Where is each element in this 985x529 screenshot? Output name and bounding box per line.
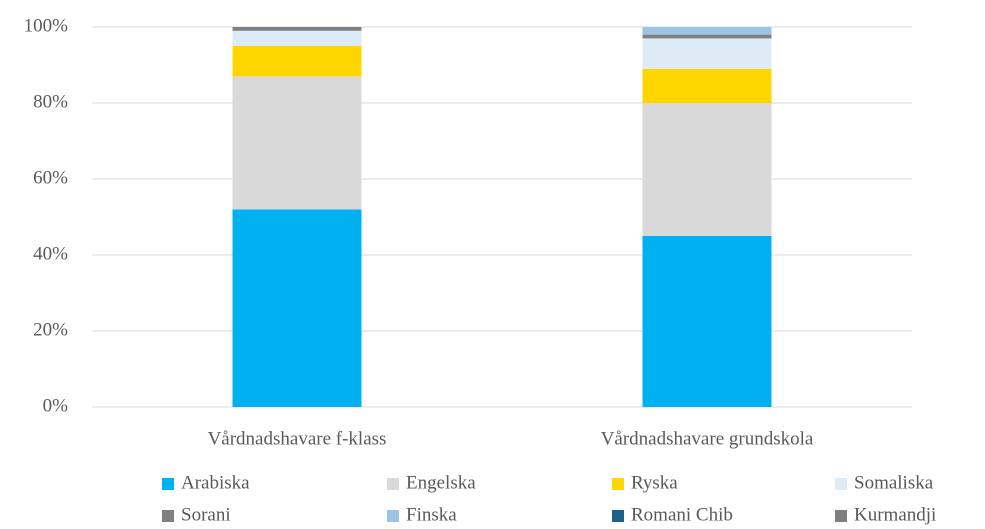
bar-segment	[642, 38, 772, 69]
legend-swatch	[835, 478, 847, 490]
bar-segment	[642, 68, 772, 103]
legend-label: Ryska	[631, 472, 678, 493]
bar-segment	[642, 236, 772, 407]
y-tick-label: 0%	[43, 395, 69, 416]
y-tick-label: 60%	[33, 167, 68, 188]
legend-label: Engelska	[406, 472, 476, 493]
legend-label: Arabiska	[181, 472, 250, 493]
bar-segment	[232, 76, 362, 210]
y-tick-label: 40%	[33, 243, 68, 264]
legend-label: Somaliska	[854, 472, 934, 493]
legend-swatch	[835, 510, 847, 522]
bar-segment	[642, 34, 772, 39]
x-tick-label: Vårdnadshavare f-klass	[208, 428, 387, 449]
legend-swatch	[387, 478, 399, 490]
bar-segment	[642, 27, 772, 35]
legend-swatch	[162, 478, 174, 490]
bar-segment	[642, 103, 772, 236]
bar-segment	[232, 30, 362, 46]
bar-segment	[232, 46, 362, 77]
legend-swatch	[387, 510, 399, 522]
legend-label: Romani Chib	[631, 504, 733, 525]
y-tick-label: 100%	[24, 15, 69, 36]
legend-label: Finska	[406, 504, 457, 525]
y-tick-label: 20%	[33, 319, 68, 340]
legend-label: Kurmandji	[854, 504, 936, 525]
legend-swatch	[612, 478, 624, 490]
legend-swatch	[612, 510, 624, 522]
bar-segment	[232, 209, 362, 407]
legend-label: Sorani	[181, 504, 231, 525]
y-tick-label: 80%	[33, 91, 68, 112]
legend-swatch	[162, 510, 174, 522]
x-tick-label: Vårdnadshavare grundskola	[601, 428, 814, 449]
bar-segment	[232, 27, 362, 31]
